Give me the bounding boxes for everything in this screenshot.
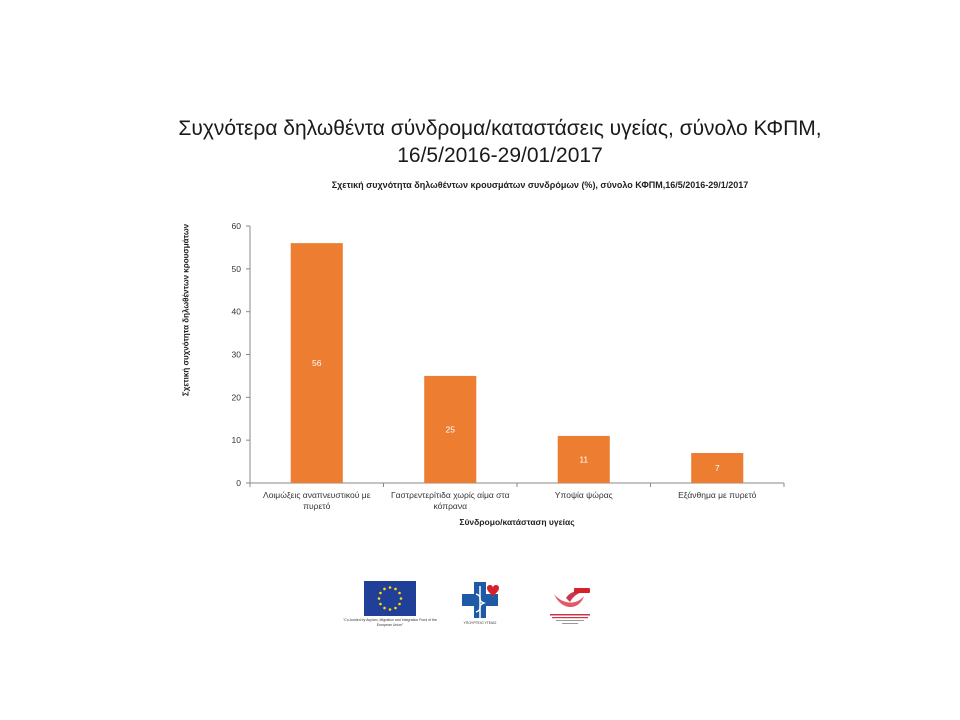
x-axis-label: Σύνδρομο/κατάσταση υγείας <box>459 517 575 527</box>
y-tick-label: 0 <box>236 478 241 488</box>
x-category-label: Εξάνθημα με πυρετό <box>678 490 757 500</box>
chart-title: Σχετική συχνότητα δηλωθέντων κρουσμάτων … <box>331 180 749 190</box>
y-tick-label: 60 <box>232 221 242 231</box>
eu-caption: "Co-funded by Asylum, Migration and Inte… <box>343 618 437 627</box>
ministry-of-health-logo <box>462 582 499 618</box>
bars: 56 25 11 7 <box>290 243 744 483</box>
bar <box>557 435 610 483</box>
eu-star <box>398 591 401 595</box>
y-tick-label: 20 <box>232 392 242 402</box>
eu-star <box>398 602 401 606</box>
x-category-label: Γαστρεντερίτιδα χωρίς αίμα στα κόπρανα <box>391 490 510 511</box>
bar-value-label: 7 <box>715 463 720 473</box>
slide-title-line1: Συχνότερα δηλωθέντα σύνδρομα/καταστάσεις… <box>178 117 822 140</box>
y-tick-label: 50 <box>232 264 242 274</box>
bar-value-label: 56 <box>312 358 322 368</box>
bar <box>691 453 744 483</box>
bar <box>424 375 477 483</box>
slide-title: Συχνότερα δηλωθέντα σύνδρομα/καταστάσεις… <box>120 115 880 169</box>
eu-star <box>394 606 397 610</box>
eu-stars-icon <box>377 586 403 611</box>
eu-star <box>377 597 381 600</box>
eu-star <box>379 602 382 606</box>
y-axis: 0 10 20 30 40 50 60 <box>232 221 251 488</box>
bar-value-label: 25 <box>446 424 456 434</box>
keelpno-logo <box>550 588 590 624</box>
x-category-label: Υποψία ψώρας <box>555 490 613 500</box>
eu-star <box>379 591 382 595</box>
eu-flag-logo <box>364 581 416 616</box>
bar <box>290 243 343 483</box>
y-tick-label: 10 <box>232 435 242 445</box>
eu-star <box>383 587 386 591</box>
y-tick-label: 40 <box>232 307 242 317</box>
x-axis: Λοιμώξεις αναπνευστικού με πυρετό Γαστρεντ… <box>249 482 785 511</box>
eu-star <box>383 606 386 610</box>
eu-star <box>399 597 403 600</box>
eu-star <box>388 586 392 589</box>
eu-star <box>388 608 392 611</box>
ministry-caption: ΥΠΟΥΡΓΕΙΟ ΥΓΕΙΑΣ <box>463 621 497 625</box>
eu-star <box>394 587 397 591</box>
funding-logos: "Co-funded by Asylum, Migration and Inte… <box>340 578 620 630</box>
y-tick-label: 30 <box>232 350 242 360</box>
x-category-label: Λοιμώξεις αναπνευστικού με πυρετό <box>263 490 371 511</box>
slide-title-line2: 16/5/2016-29/01/2017 <box>397 144 603 167</box>
bar-value-label: 11 <box>579 454 588 464</box>
